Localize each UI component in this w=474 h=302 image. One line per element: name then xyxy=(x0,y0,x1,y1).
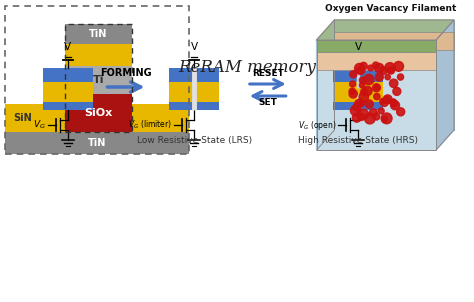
Text: V: V xyxy=(64,42,71,52)
Circle shape xyxy=(383,96,390,103)
Circle shape xyxy=(369,109,377,117)
Bar xyxy=(317,40,436,150)
Bar xyxy=(335,32,454,50)
Text: High Resistive State (HRS): High Resistive State (HRS) xyxy=(298,136,419,145)
Circle shape xyxy=(385,63,395,73)
Bar xyxy=(43,82,92,102)
Bar xyxy=(169,102,219,110)
Circle shape xyxy=(360,62,367,70)
Text: FORMING: FORMING xyxy=(100,68,152,78)
Circle shape xyxy=(352,113,361,122)
Circle shape xyxy=(390,79,398,88)
Text: $V_G$ (limiter): $V_G$ (limiter) xyxy=(128,119,172,131)
Circle shape xyxy=(380,99,385,104)
Text: TiN: TiN xyxy=(88,138,106,148)
Bar xyxy=(65,24,132,132)
Circle shape xyxy=(364,74,374,85)
Bar xyxy=(43,68,92,82)
Circle shape xyxy=(373,62,379,69)
Circle shape xyxy=(358,109,369,120)
Text: SET: SET xyxy=(258,98,277,107)
Text: $V_G$: $V_G$ xyxy=(33,119,46,131)
Circle shape xyxy=(356,66,365,75)
Bar xyxy=(5,6,189,154)
Text: Low Resistive State (LRS): Low Resistive State (LRS) xyxy=(137,136,252,145)
Bar xyxy=(169,82,219,102)
Circle shape xyxy=(375,73,383,81)
Circle shape xyxy=(353,103,361,111)
Bar xyxy=(65,66,132,94)
Circle shape xyxy=(361,89,367,95)
Circle shape xyxy=(378,108,384,114)
Circle shape xyxy=(359,77,366,84)
Text: SiOx: SiOx xyxy=(84,108,113,118)
Circle shape xyxy=(374,84,380,90)
Circle shape xyxy=(350,81,356,87)
Text: $V_G$ (open): $V_G$ (open) xyxy=(298,118,337,131)
Circle shape xyxy=(373,84,381,92)
Bar xyxy=(317,52,436,70)
Circle shape xyxy=(388,67,394,74)
Polygon shape xyxy=(317,20,335,150)
Circle shape xyxy=(390,100,398,107)
Circle shape xyxy=(391,101,400,110)
Text: ReRAM memory: ReRAM memory xyxy=(178,59,316,76)
Circle shape xyxy=(355,100,362,107)
Circle shape xyxy=(394,62,403,71)
Circle shape xyxy=(359,92,369,102)
Circle shape xyxy=(349,90,357,98)
Circle shape xyxy=(397,108,405,116)
Circle shape xyxy=(349,88,356,95)
Circle shape xyxy=(379,67,387,75)
Circle shape xyxy=(397,74,404,80)
Bar xyxy=(334,102,383,110)
Circle shape xyxy=(385,74,391,80)
Circle shape xyxy=(365,113,375,124)
Circle shape xyxy=(350,71,357,78)
Bar xyxy=(5,132,189,154)
Text: Ti: Ti xyxy=(93,75,104,85)
Circle shape xyxy=(355,63,365,73)
Bar xyxy=(5,104,189,132)
Circle shape xyxy=(374,93,380,100)
Circle shape xyxy=(359,82,365,88)
Circle shape xyxy=(382,116,387,122)
Circle shape xyxy=(363,86,372,95)
Circle shape xyxy=(350,105,361,116)
Text: SiN: SiN xyxy=(14,113,32,123)
Text: Oxygen Vacancy Filament: Oxygen Vacancy Filament xyxy=(325,4,456,13)
Bar xyxy=(335,20,454,130)
Polygon shape xyxy=(317,20,454,40)
Circle shape xyxy=(374,63,383,72)
Circle shape xyxy=(365,100,373,108)
Circle shape xyxy=(358,114,365,120)
Bar xyxy=(334,68,383,82)
Circle shape xyxy=(393,87,401,95)
Circle shape xyxy=(390,99,396,105)
Text: V: V xyxy=(355,42,362,52)
Circle shape xyxy=(373,113,380,120)
Polygon shape xyxy=(436,20,454,150)
Bar xyxy=(317,40,436,52)
Circle shape xyxy=(356,99,365,107)
Circle shape xyxy=(380,98,388,106)
Bar xyxy=(65,44,132,66)
Bar xyxy=(65,24,132,44)
Bar xyxy=(43,102,92,110)
Circle shape xyxy=(383,95,392,104)
Circle shape xyxy=(368,65,374,71)
Bar xyxy=(65,94,132,132)
Bar xyxy=(169,68,219,82)
Text: V: V xyxy=(191,42,198,52)
Circle shape xyxy=(381,113,392,124)
Bar xyxy=(334,82,383,102)
Text: RESET: RESET xyxy=(252,69,284,78)
Bar xyxy=(317,40,436,150)
Text: TiN: TiN xyxy=(90,29,108,39)
